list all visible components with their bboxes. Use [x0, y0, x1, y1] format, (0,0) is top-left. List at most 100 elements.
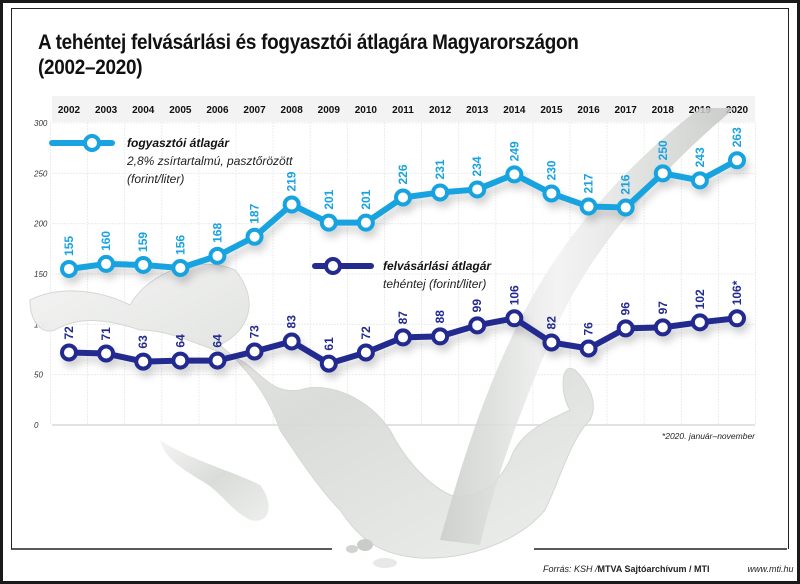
data-label: 106 [507, 285, 521, 305]
data-point [282, 195, 301, 214]
data-label: 76 [582, 322, 596, 336]
data-point [171, 258, 190, 277]
data-point [282, 332, 301, 351]
data-label: 73 [248, 325, 262, 339]
data-point [728, 309, 746, 328]
data-point [356, 213, 375, 232]
data-label: 106* [730, 280, 744, 305]
y-tick-label: 250 [33, 169, 48, 178]
x-tick-label: 2005 [169, 105, 192, 116]
series-felvasarlasi [60, 309, 746, 373]
x-tick-label: 2010 [355, 105, 378, 116]
source-prefix: Forrás: KSH / [543, 564, 598, 574]
data-label: 155 [62, 236, 76, 256]
data-label: 263 [730, 127, 744, 147]
data-point [60, 343, 78, 362]
data-point [356, 343, 375, 362]
data-label: 187 [248, 203, 262, 223]
y-axis-ticks: 050100150200250300 [33, 119, 48, 430]
data-label: 97 [656, 301, 670, 315]
title-line-1: A tehéntej felvásárlási és fogyasztói át… [38, 31, 579, 54]
data-point [97, 344, 116, 363]
data-point [690, 171, 709, 190]
data-point [319, 354, 338, 373]
x-tick-label: 2004 [132, 105, 155, 116]
data-point [616, 198, 635, 217]
data-label: 156 [173, 235, 187, 255]
x-tick-label: 2009 [318, 105, 341, 116]
data-label: 63 [136, 335, 150, 349]
data-label: 61 [322, 337, 336, 351]
data-label: 71 [99, 327, 113, 341]
data-label: 83 [285, 315, 299, 329]
data-point [431, 183, 450, 202]
series-fogyasztoi [60, 151, 746, 278]
title-line-2: (2002–2020) [38, 56, 143, 79]
data-label: 249 [507, 141, 521, 161]
data-point [505, 165, 524, 184]
y-tick-label: 200 [33, 220, 48, 229]
x-tick-label: 2007 [243, 105, 266, 116]
x-tick-label: 2006 [206, 105, 229, 116]
data-point [431, 327, 450, 346]
data-point [653, 318, 672, 337]
data-point [208, 246, 227, 265]
data-point [579, 197, 598, 216]
data-label: 160 [99, 231, 113, 251]
page-title: A tehéntej felvásárlási és fogyasztói át… [38, 30, 579, 80]
x-tick-label: 2011 [392, 105, 414, 116]
data-point [690, 313, 709, 332]
milk-splash-illustration [29, 108, 735, 568]
legend-sub1-fogyasztoi: 2,8% zsírtartalmú, pasztőrözött [126, 154, 293, 168]
data-label: 159 [136, 232, 150, 252]
x-tick-label: 2018 [652, 105, 675, 116]
legend-title-felvasarlasi: felvásárlási átlagár [383, 259, 492, 273]
data-label: 219 [285, 171, 299, 191]
data-label: 230 [544, 160, 558, 180]
data-point [728, 151, 746, 170]
y-tick-label: 300 [34, 119, 48, 128]
x-tick-label: 2008 [281, 105, 304, 116]
data-label: 64 [210, 334, 224, 348]
data-label: 99 [470, 299, 484, 313]
data-label: 201 [322, 189, 336, 209]
legend-felvasarlasi: felvásárlási átlagár tehéntej (forint/li… [312, 257, 492, 291]
data-label: 64 [173, 334, 187, 348]
data-label: 88 [433, 310, 447, 324]
data-point [245, 227, 264, 246]
source-url[interactable]: www.mti.hu [747, 564, 794, 574]
source-bold: MTVA Sajtóarchívum / MTI [597, 564, 710, 574]
legend-sub1-felvasarlasi: tehéntej (forint/liter) [383, 277, 486, 291]
data-label: 168 [210, 223, 224, 243]
data-point [319, 213, 338, 232]
x-tick-label: 2003 [95, 105, 118, 116]
data-point [579, 339, 598, 358]
data-point [468, 316, 487, 335]
x-tick-label: 2015 [540, 105, 563, 116]
data-labels-felvasarlasi: 72 71 63 64 64 73 83 61 72 87 88 99 106 82 76 96 97 102 10… [62, 280, 744, 350]
legend-title-fogyasztoi: fogyasztói átlagár [127, 136, 230, 150]
y-tick-label: 150 [34, 270, 48, 279]
data-point [653, 164, 672, 183]
data-label: 102 [693, 289, 707, 309]
x-tick-label: 2012 [429, 105, 452, 116]
inner-border [11, 8, 789, 549]
data-label: 87 [396, 311, 410, 325]
data-point [542, 184, 561, 203]
data-label: 201 [359, 189, 373, 209]
legend-marker-felvasarlasi [324, 257, 342, 275]
data-label: 82 [544, 316, 558, 330]
data-label: 96 [619, 302, 633, 316]
infographic-frame: 2002 2003 2004 2005 2006 2007 2008 2009 2010 2011… [3, 3, 797, 581]
y-tick-label: 50 [34, 371, 43, 380]
data-point [97, 254, 116, 273]
source-footer: Forrás: KSH / MTVA Sajtóarchívum / MTI w… [543, 559, 794, 579]
x-tick-label: 2013 [466, 105, 489, 116]
legend-marker-fogyasztoi [83, 134, 101, 152]
data-point [542, 333, 561, 352]
legend-sub2-fogyasztoi: (forint/liter) [127, 172, 184, 186]
x-tick-label: 2016 [577, 105, 600, 116]
data-point [171, 351, 190, 370]
line-chart: 2002 2003 2004 2005 2006 2007 2008 2009 2010 2011… [11, 96, 787, 568]
data-label: 217 [582, 173, 596, 193]
